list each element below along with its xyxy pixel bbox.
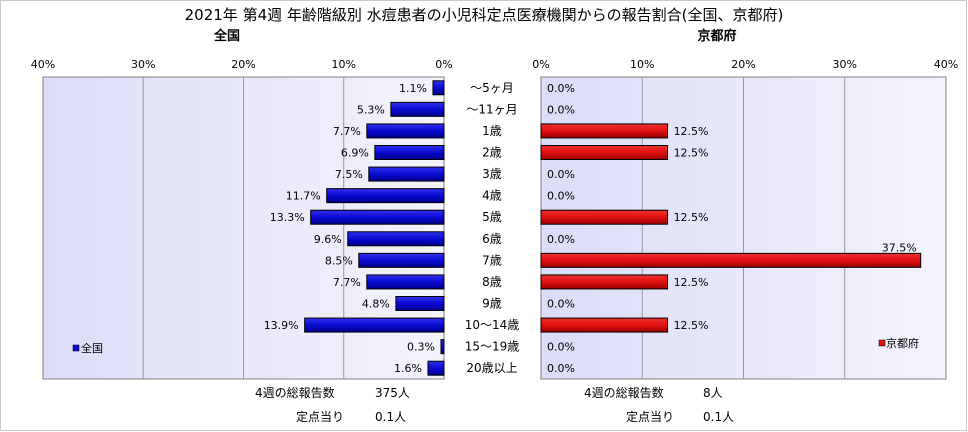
label-layer: 1.1% 5.3% 7.7% 6.9% 7.5% 11.7% 13.3% 9.6% 8.5% 7.… — [264, 82, 917, 375]
right-axis-tick-label: 20% — [731, 58, 755, 71]
left-value-label: 8.5% — [325, 254, 353, 267]
left-bar — [366, 274, 445, 290]
right-total-value: 8人 — [703, 386, 723, 400]
category-label: 15～19歳 — [465, 340, 520, 354]
left-value-label: 7.5% — [335, 168, 363, 181]
left-value-label: 11.7% — [286, 190, 321, 203]
left-bar — [432, 80, 445, 96]
left-total-value: 375人 — [375, 386, 410, 400]
left-axis-tick-label: 10% — [332, 58, 356, 71]
left-bar — [374, 145, 445, 160]
right-axis-tick-label: 0% — [532, 58, 549, 71]
right-bar — [540, 252, 922, 268]
right-axis-tick-label: 30% — [833, 58, 857, 71]
category-label: 8歳 — [482, 275, 502, 289]
category-label: 2歳 — [482, 146, 502, 160]
left-bar — [368, 166, 445, 182]
right-bar — [540, 274, 669, 290]
left-bar — [347, 231, 445, 247]
right-bar — [540, 317, 669, 333]
right-total-label: 4週の総報告数 — [584, 385, 664, 400]
right-value-label: 0.0% — [547, 341, 575, 354]
category-label: 10～14歳 — [465, 318, 520, 332]
category-label: 4歳 — [482, 189, 502, 203]
left-bar — [366, 123, 445, 139]
right-legend-swatch — [878, 339, 886, 347]
left-value-label: 5.3% — [357, 103, 385, 116]
left-panel-title: 全国 — [213, 28, 240, 44]
right-per-site-label: 定点当り — [626, 409, 674, 424]
category-label: 3歳 — [482, 167, 502, 181]
left-legend-label: 全国 — [81, 341, 103, 355]
right-legend: 京都府 — [878, 336, 919, 350]
left-axis-tick-label: 0% — [435, 58, 452, 71]
left-value-label: 7.7% — [333, 125, 361, 138]
category-label: 7歳 — [482, 253, 502, 267]
right-per-site-value: 0.1人 — [703, 410, 734, 424]
left-per-site-value: 0.1人 — [375, 410, 406, 424]
right-value-label: 12.5% — [674, 147, 709, 160]
left-bar — [390, 101, 445, 117]
chart-title: 2021年 第4週 年齢階級別 水痘患者の小児科定点医療機関からの報告割合(全国… — [185, 6, 784, 24]
left-bar — [395, 296, 445, 311]
category-label: 5歳 — [482, 210, 502, 224]
right-value-label: 0.0% — [547, 233, 575, 246]
left-value-label: 0.3% — [407, 341, 435, 354]
right-value-label: 0.0% — [547, 362, 575, 375]
right-value-label: 0.0% — [547, 103, 575, 116]
left-value-label: 1.1% — [399, 82, 427, 95]
right-bar — [540, 123, 669, 139]
left-legend-swatch — [72, 344, 80, 352]
left-value-label: 1.6% — [394, 362, 422, 375]
left-bar — [440, 339, 445, 355]
category-layer: ～5ヶ月 ～11ヶ月 1歳 2歳 3歳 4歳 5歳 6歳 7歳 8歳 9歳 10～14歳 15～19歳 2… — [465, 81, 520, 375]
left-bar — [326, 188, 445, 204]
left-legend: 全国 — [72, 341, 103, 355]
left-bar — [304, 317, 445, 333]
left-value-label: 13.3% — [270, 211, 305, 224]
right-bar — [540, 145, 669, 160]
right-axis-tick-label: 10% — [630, 58, 654, 71]
right-value-label: 0.0% — [547, 298, 575, 311]
left-total-label: 4週の総報告数 — [255, 385, 335, 400]
category-label: ～11ヶ月 — [466, 102, 517, 116]
right-value-label: 0.0% — [547, 82, 575, 95]
left-axis-tick-label: 30% — [131, 58, 155, 71]
tick-layer: 40% 30% 20% 10% 0% 0% 10% 20% 30% 40% — [31, 58, 958, 71]
right-legend-label: 京都府 — [886, 336, 919, 350]
category-label: 1歳 — [482, 124, 502, 138]
bar-layer — [304, 80, 922, 376]
category-label: 20歳以上 — [466, 361, 517, 375]
left-value-label: 13.9% — [264, 319, 299, 332]
category-label: ～5ヶ月 — [470, 81, 514, 95]
right-value-label: 12.5% — [674, 276, 709, 289]
left-per-site-label: 定点当り — [296, 409, 344, 424]
category-label: 6歳 — [482, 232, 502, 246]
left-axis-tick-label: 20% — [231, 58, 255, 71]
left-bar — [310, 209, 445, 225]
right-value-label: 12.5% — [674, 125, 709, 138]
right-value-label: 37.5% — [882, 241, 917, 254]
left-bar — [358, 252, 445, 268]
right-value-label: 0.0% — [547, 190, 575, 203]
right-value-label: 12.5% — [674, 211, 709, 224]
category-label: 9歳 — [482, 297, 502, 311]
left-value-label: 4.8% — [362, 298, 390, 311]
right-value-label: 0.0% — [547, 168, 575, 181]
right-axis-tick-label: 40% — [934, 58, 958, 71]
left-value-label: 9.6% — [314, 233, 342, 246]
left-value-label: 7.7% — [333, 276, 361, 289]
left-value-label: 6.9% — [341, 147, 369, 160]
right-bar — [540, 209, 669, 225]
right-value-label: 12.5% — [674, 319, 709, 332]
right-panel-title: 京都府 — [697, 28, 736, 44]
left-bar — [427, 360, 445, 376]
left-axis-tick-label: 40% — [31, 58, 55, 71]
